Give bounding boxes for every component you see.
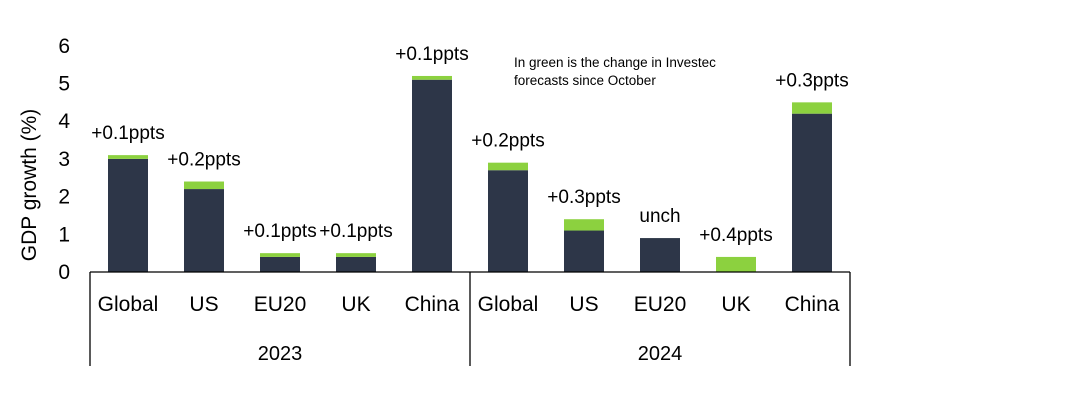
- annotation-line: In green is the change in Investec: [514, 55, 716, 70]
- y-axis-title: GDP growth (%): [18, 109, 41, 262]
- y-tick-label: 5: [58, 73, 70, 96]
- y-tick-label: 0: [58, 261, 70, 284]
- bar-change: [792, 102, 832, 114]
- bar-base: [640, 238, 680, 272]
- bar-base: [488, 170, 528, 272]
- bar-change: [716, 256, 756, 272]
- y-tick-label: 1: [58, 223, 70, 246]
- category-label: EU20: [634, 293, 687, 316]
- data-label: +0.2ppts: [471, 131, 544, 152]
- data-label: +0.1ppts: [319, 221, 392, 242]
- bar-base: [564, 230, 604, 272]
- data-label: +0.4ppts: [699, 225, 772, 246]
- bar-base: [336, 256, 376, 272]
- category-label: Global: [478, 293, 539, 316]
- group-label: 2023: [258, 343, 303, 365]
- y-tick-label: 4: [58, 110, 70, 133]
- bar-change: [336, 253, 376, 257]
- category-label: US: [189, 293, 218, 316]
- category-label: China: [405, 293, 460, 316]
- data-label: +0.2ppts: [167, 150, 240, 171]
- y-axis-ticks: 0 1 2 3 4 5 6: [58, 35, 70, 284]
- category-label: UK: [341, 293, 370, 316]
- y-tick-label: 3: [58, 148, 70, 171]
- category-label: EU20: [254, 293, 307, 316]
- y-tick-label: 6: [58, 35, 70, 58]
- annotation-line: forecasts since October: [514, 73, 656, 88]
- bar-change: [184, 181, 224, 190]
- category-label: China: [785, 293, 840, 316]
- data-label: +0.1ppts: [243, 221, 316, 242]
- bar-change: [488, 162, 528, 171]
- data-label: +0.1ppts: [91, 123, 164, 144]
- x-axis: Global US EU20 UK China Global US EU20 UK China 20…: [89, 271, 851, 366]
- bar-change: [412, 75, 452, 80]
- data-labels: +0.1ppts+0.2ppts+0.1ppts +0.1ppts+0.1ppts…: [91, 44, 848, 246]
- category-label: UK: [721, 293, 750, 316]
- bar-base: [792, 113, 832, 272]
- bar-base: [184, 189, 224, 272]
- bar-change: [108, 155, 148, 159]
- category-label: Global: [98, 293, 159, 316]
- category-label: US: [569, 293, 598, 316]
- bar-change: [260, 253, 300, 257]
- data-label: +0.3ppts: [547, 187, 620, 208]
- y-tick-label: 2: [58, 186, 70, 209]
- bar-base: [412, 79, 452, 272]
- data-label: +0.3ppts: [775, 70, 848, 91]
- bar-base: [108, 158, 148, 272]
- data-label: +0.1ppts: [395, 44, 468, 65]
- bar-change: [564, 219, 604, 231]
- data-label: unch: [639, 206, 680, 227]
- group-label: 2024: [638, 343, 683, 365]
- bars: [108, 75, 832, 272]
- annotation: In green is the change in Investec foreca…: [514, 55, 716, 88]
- bar-base: [260, 256, 300, 272]
